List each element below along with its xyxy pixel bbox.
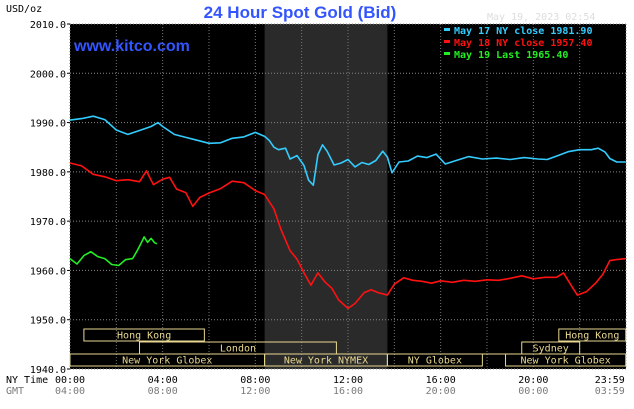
legend-entry: May 18 NY close 1957.40: [454, 38, 592, 49]
x-tick-label: 08:00: [148, 386, 178, 397]
market-box: [505, 353, 627, 367]
legend-entry: May 19 Last 1965.40: [454, 50, 568, 61]
market-label: New York Globex: [122, 356, 212, 367]
chart-date: May 19, 2023 02:54: [487, 12, 595, 23]
y-axis-unit: USD/oz: [6, 4, 42, 15]
legend-entry: May 17 NY close 1981.90: [454, 26, 592, 37]
market-label: London: [220, 344, 256, 355]
x-tick-label: 16:00: [426, 375, 456, 386]
x-row-label: GMT: [6, 386, 24, 397]
legend-swatch: [444, 40, 450, 43]
x-tick-label: 12:00: [333, 375, 363, 386]
x-tick-label: 03:59: [595, 386, 625, 397]
x-tick-label: 20:00: [426, 386, 456, 397]
market-label: Sydney: [533, 344, 569, 355]
market-box: [558, 328, 627, 342]
x-tick-label: 23:59: [595, 375, 625, 386]
legend-swatch: [444, 52, 450, 55]
x-row-label: NY Time: [6, 375, 48, 386]
price-series: [69, 115, 626, 310]
market-label: NY Globex: [408, 356, 462, 367]
y-tick-label: 1950.0: [30, 316, 66, 327]
nymex-session-shade: [264, 24, 388, 369]
x-axis-ticks: NY Time 00:00 04:00 08:00 12:00 16:00 20:00 23:…: [6, 375, 625, 397]
chart-title: 24 Hour Spot Gold (Bid): [204, 3, 397, 22]
site-url: www.kitco.com: [73, 38, 190, 55]
grid-lines: [69, 23, 627, 370]
y-tick-label: 2000.0: [30, 69, 66, 80]
y-tick-label: 1970.0: [30, 217, 66, 228]
y-tick-label: 1980.0: [30, 168, 66, 179]
x-tick-label: 00:00: [55, 375, 85, 386]
series-line-3: [69, 236, 158, 267]
x-tick-label: 16:00: [333, 386, 363, 397]
x-tick-label: 12:00: [240, 386, 270, 397]
market-box: [83, 328, 205, 342]
market-label: New York Globex: [520, 356, 610, 367]
y-tick-label: 1990.0: [30, 119, 66, 130]
y-axis-ticks: 2010.0 2000.0 1990.0 1980.0 1970.0 1960.0 1950…: [30, 20, 70, 376]
market-label: New York NYMEX: [284, 356, 368, 367]
market-box: [386, 353, 483, 367]
series-line-2: [69, 162, 626, 310]
market-label: Hong Kong: [117, 331, 171, 342]
x-tick-label: 08:00: [240, 375, 270, 386]
y-tick-label: 1960.0: [30, 266, 66, 277]
x-tick-label: 20:00: [518, 375, 548, 386]
series-line-1: [69, 115, 626, 186]
x-tick-label: 00:00: [518, 386, 548, 397]
market-label: Hong Kong: [565, 331, 619, 342]
y-tick-label: 2010.0: [30, 20, 66, 31]
x-tick-label: 04:00: [148, 375, 178, 386]
y-tick-label: 1940.0: [30, 365, 66, 376]
x-tick-label: 04:00: [55, 386, 85, 397]
legend-swatch: [444, 28, 450, 31]
